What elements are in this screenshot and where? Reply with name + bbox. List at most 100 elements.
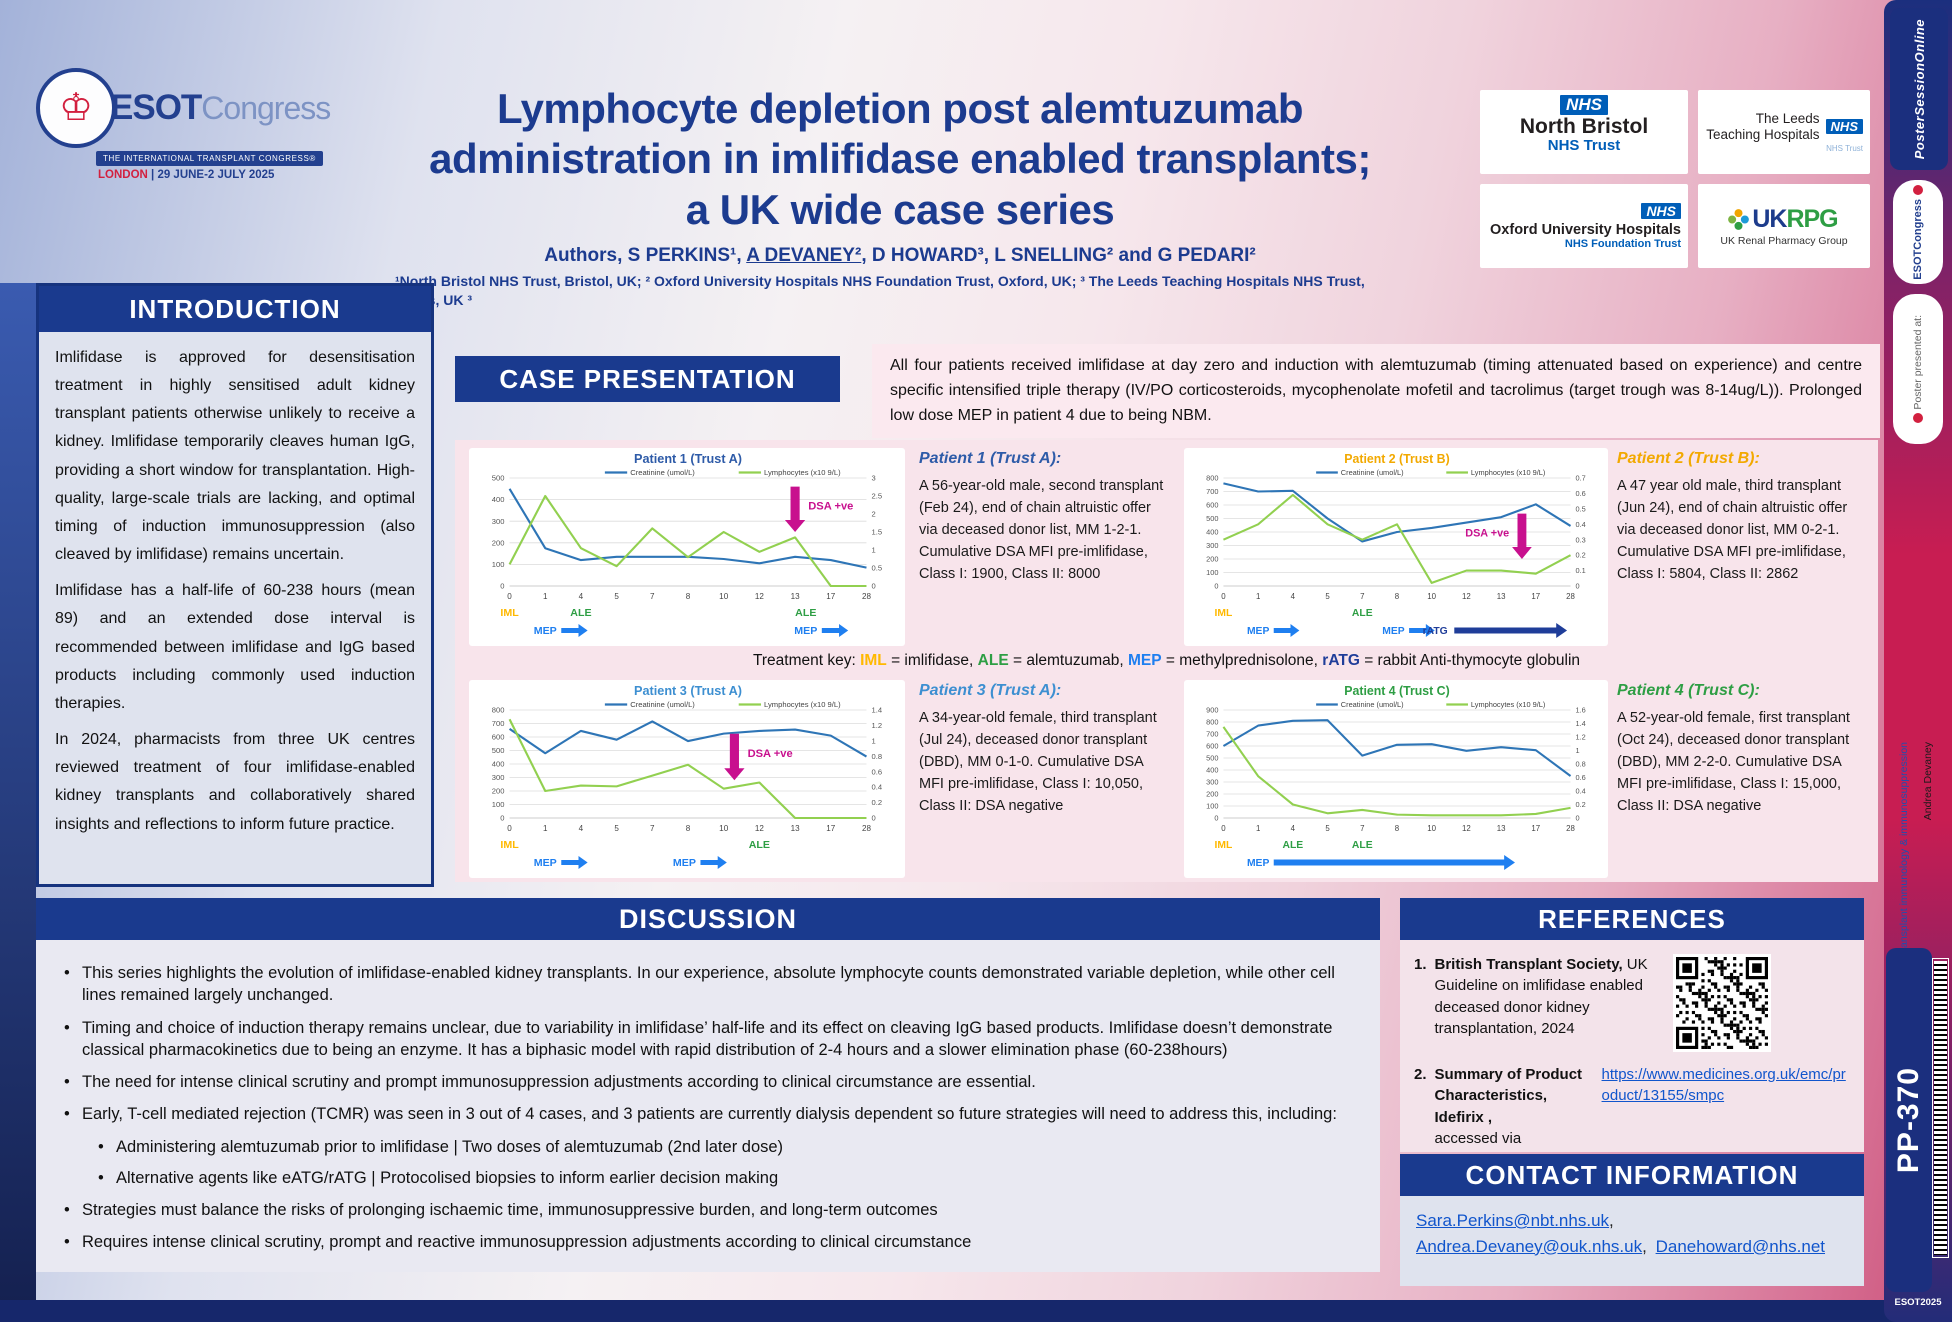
treatment-arrow bbox=[1273, 624, 1300, 637]
introduction-panel: INTRODUCTION Imlifidase is approved for … bbox=[36, 283, 434, 887]
svg-text:0.4: 0.4 bbox=[1575, 520, 1585, 529]
svg-text:600: 600 bbox=[1206, 501, 1218, 510]
esot-dot-icon bbox=[1913, 184, 1923, 195]
svg-text:13: 13 bbox=[1497, 824, 1506, 833]
dsa-positive-arrow bbox=[1512, 513, 1532, 559]
svg-text:MEP: MEP bbox=[673, 857, 696, 869]
poster-id-label: PP-370 bbox=[1892, 1066, 1925, 1174]
svg-text:5: 5 bbox=[1325, 824, 1330, 833]
email-link[interactable]: Andrea.Devaney@ouk.nhs.uk bbox=[1416, 1236, 1643, 1256]
svg-text:300: 300 bbox=[492, 773, 505, 782]
ukrpg-uk: UK bbox=[1752, 205, 1787, 233]
svg-text:0.4: 0.4 bbox=[1575, 787, 1585, 796]
svg-text:28: 28 bbox=[862, 824, 872, 833]
svg-text:0: 0 bbox=[500, 582, 504, 591]
nhs-logo: NHS bbox=[1560, 95, 1608, 115]
svg-text:400: 400 bbox=[492, 495, 505, 504]
presenting-author: A DEVANEY² bbox=[746, 245, 862, 267]
leeds-trust: NHS Trust bbox=[1826, 144, 1863, 154]
email-link[interactable]: Sara.Perkins@nbt.nhs.uk bbox=[1416, 1211, 1610, 1230]
contact-body: Sara.Perkins@nbt.nhs.uk, Andrea.Devaney@… bbox=[1400, 1196, 1864, 1286]
svg-text:Lymphocytes (x10 9/L): Lymphocytes (x10 9/L) bbox=[1471, 468, 1546, 477]
svg-text:4: 4 bbox=[579, 824, 584, 833]
esot-congress-pill: ESOTCongress bbox=[1893, 180, 1943, 284]
svg-text:900: 900 bbox=[1206, 706, 1218, 715]
svg-text:200: 200 bbox=[1206, 555, 1218, 564]
discussion-bullet: The need for intense clinical scrutiny a… bbox=[58, 1071, 1358, 1094]
svg-text:12: 12 bbox=[1462, 824, 1471, 833]
discussion-heading: DISCUSSION bbox=[36, 898, 1380, 940]
svg-text:1.2: 1.2 bbox=[1575, 733, 1585, 742]
treatment-key-prefix: Treatment key: bbox=[752, 652, 861, 669]
svg-text:300: 300 bbox=[1206, 778, 1218, 787]
ukrpg-logo: UKRPG UK Renal Pharmacy Group bbox=[1698, 184, 1870, 268]
svg-text:1: 1 bbox=[1256, 592, 1261, 601]
discussion-bullet: This series highlights the evolution of … bbox=[58, 962, 1358, 1007]
svg-text:100: 100 bbox=[1206, 568, 1218, 577]
left-frame-strip bbox=[0, 283, 36, 1322]
treatment-key: Treatment key: IML = imlifidase, ALE = a… bbox=[455, 652, 1878, 670]
svg-text:ALE: ALE bbox=[795, 607, 816, 619]
svg-text:2.5: 2.5 bbox=[872, 492, 883, 501]
svg-text:7: 7 bbox=[1360, 592, 1365, 601]
esot-logo-city: LONDON bbox=[98, 169, 152, 181]
esot-dot-icon bbox=[1913, 413, 1923, 424]
svg-text:400: 400 bbox=[1206, 528, 1218, 537]
svg-text:0.2: 0.2 bbox=[1575, 551, 1585, 560]
svg-text:rATG: rATG bbox=[1423, 626, 1448, 637]
svg-text:MEP: MEP bbox=[534, 857, 557, 869]
svg-text:0.5: 0.5 bbox=[872, 564, 883, 573]
patient-1-title: Patient 1 (Trust A): bbox=[919, 450, 1062, 467]
svg-text:17: 17 bbox=[826, 592, 836, 601]
svg-text:8: 8 bbox=[1395, 824, 1400, 833]
reference-link[interactable]: https://www.medicines.org.uk/emc/product… bbox=[1601, 1066, 1846, 1105]
svg-text:12: 12 bbox=[1462, 592, 1471, 601]
svg-text:0.6: 0.6 bbox=[872, 767, 883, 776]
svg-text:ALE: ALE bbox=[1352, 608, 1373, 619]
session-topic-label: Transplant immunology & immunosuppressio… bbox=[1898, 742, 1910, 958]
svg-text:200: 200 bbox=[492, 538, 505, 547]
svg-text:Creatinine (umol/L): Creatinine (umol/L) bbox=[1341, 468, 1404, 477]
treatment-abbr: rATG bbox=[1322, 652, 1360, 669]
authors-line: Authors, S PERKINS¹, A DEVANEY², D HOWAR… bbox=[330, 245, 1470, 267]
page-title: Lymphocyte depletion post alemtuzumab ad… bbox=[429, 85, 1371, 233]
svg-text:10: 10 bbox=[1427, 824, 1436, 833]
svg-text:200: 200 bbox=[492, 787, 505, 796]
svg-text:1: 1 bbox=[1256, 824, 1261, 833]
svg-text:1.4: 1.4 bbox=[872, 706, 883, 715]
crown-icon: ♔ bbox=[58, 87, 94, 129]
institution-logos: NHS North Bristol NHS Trust The Leeds Te… bbox=[1480, 90, 1872, 268]
svg-text:Creatinine (umol/L): Creatinine (umol/L) bbox=[1341, 700, 1404, 709]
svg-text:800: 800 bbox=[492, 706, 505, 715]
svg-text:0: 0 bbox=[1575, 814, 1579, 823]
esot-logo-congress: Congress bbox=[201, 90, 331, 126]
svg-text:0.3: 0.3 bbox=[1575, 535, 1585, 544]
affiliations: ¹North Bristol NHS Trust, Bristol, UK; ²… bbox=[395, 273, 1365, 309]
esot-logo-dates: | 29 JUNE-2 JULY 2025 bbox=[151, 169, 275, 181]
svg-text:5: 5 bbox=[614, 592, 619, 601]
treatment-arrow bbox=[1409, 624, 1435, 637]
patient-3-description: A 34-year-old female, third transplant (… bbox=[919, 710, 1157, 815]
case-presentation-panel: Patient 1 (Trust A) Creatinine (umol/L) Ly… bbox=[455, 440, 1878, 882]
authors-prefix: Authors, S PERKINS¹, bbox=[544, 245, 747, 267]
references-body: 1. British Transplant Society, UK Guidel… bbox=[1400, 940, 1864, 1152]
svg-text:IML: IML bbox=[500, 607, 519, 619]
svg-text:0: 0 bbox=[1575, 582, 1579, 591]
nhs-logo: NHS bbox=[1825, 119, 1863, 134]
svg-text:8: 8 bbox=[686, 592, 691, 601]
svg-text:0: 0 bbox=[1214, 582, 1218, 591]
email-link[interactable]: Danehoward@nhs.net bbox=[1655, 1236, 1826, 1256]
treatment-arrow bbox=[1454, 623, 1568, 638]
svg-text:Lymphocytes (x10 9/L): Lymphocytes (x10 9/L) bbox=[764, 700, 841, 709]
svg-text:800: 800 bbox=[1206, 474, 1218, 483]
svg-text:0: 0 bbox=[872, 582, 876, 591]
svg-text:IML: IML bbox=[1215, 840, 1233, 851]
svg-text:ALE: ALE bbox=[570, 607, 591, 619]
svg-text:500: 500 bbox=[1206, 754, 1218, 763]
svg-text:MEP: MEP bbox=[1247, 626, 1269, 637]
svg-text:500: 500 bbox=[492, 474, 505, 483]
svg-text:0.4: 0.4 bbox=[872, 783, 883, 792]
oxford-name: Oxford University Hospitals bbox=[1490, 221, 1681, 238]
svg-text:10: 10 bbox=[1427, 592, 1436, 601]
svg-text:Patient 4 (Trust C): Patient 4 (Trust C) bbox=[1344, 684, 1449, 698]
